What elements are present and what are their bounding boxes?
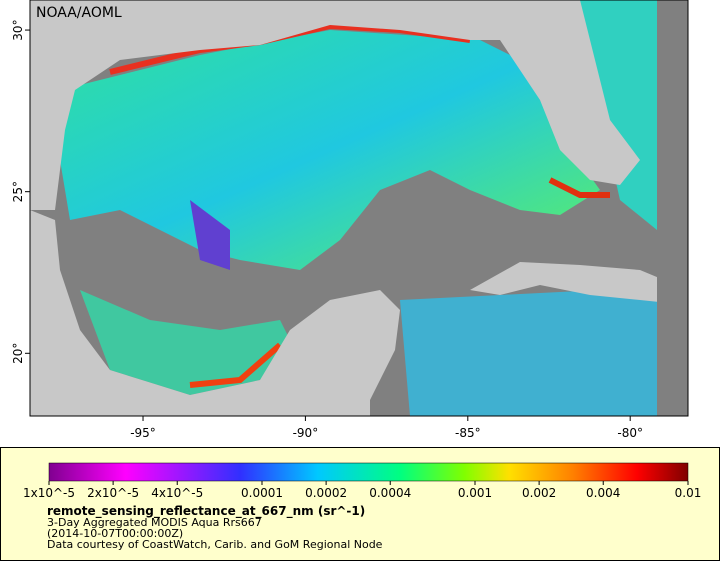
colorbar-tick-label: 4x10^-5 — [151, 486, 203, 500]
lon-tick-label: -85° — [455, 426, 481, 440]
colorbar-tick-label: 1x10^-5 — [23, 486, 75, 500]
colorbar-tick-label: 0.0002 — [305, 486, 347, 500]
land-mexico — [30, 210, 400, 416]
data-campeche — [80, 290, 290, 395]
data-atlantic — [575, 0, 657, 230]
lon-tick-label: -80° — [617, 426, 643, 440]
coastal-high — [189, 342, 282, 388]
map: NOAA/AOML — [29, 0, 689, 417]
lat-tick-label: 30° — [11, 19, 25, 40]
land-cuba — [470, 262, 688, 305]
colorbar-tick-label: 0.001 — [458, 486, 492, 500]
data-caribbean — [400, 290, 657, 416]
colorbar-tick-label: 0.0001 — [241, 486, 283, 500]
credit: NOAA/AOML — [36, 5, 122, 21]
colorbar-tick-label: 0.01 — [675, 486, 702, 500]
colorbar-tick-label: 0.004 — [586, 486, 620, 500]
colorbar-tick-label: 2x10^-5 — [87, 486, 139, 500]
colorbar-tick-label: 0.0004 — [369, 486, 411, 500]
data-patch — [190, 200, 230, 270]
colorbar-tick-label: 0.002 — [522, 486, 556, 500]
caption-line: Data courtesy of CoastWatch, Carib. and … — [47, 538, 383, 551]
coastal-high — [548, 177, 610, 198]
colorbar — [48, 462, 689, 482]
caption-line: 3-Day Aggregated MODIS Aqua Rrs667 — [47, 516, 262, 529]
variable-name: remote_sensing_reflectance_at_667_nm (sr… — [47, 504, 365, 519]
lon-tick-label: -90° — [293, 426, 319, 440]
land-usa — [30, 0, 640, 210]
lon-tick-label: -95° — [130, 426, 156, 440]
map-frame — [29, 0, 689, 417]
nodata-strip — [657, 0, 688, 416]
lat-tick-label: 25° — [11, 181, 25, 202]
caption-line: (2014-10-07T00:00:00Z) — [47, 527, 183, 540]
lat-tick-label: 20° — [11, 343, 25, 364]
